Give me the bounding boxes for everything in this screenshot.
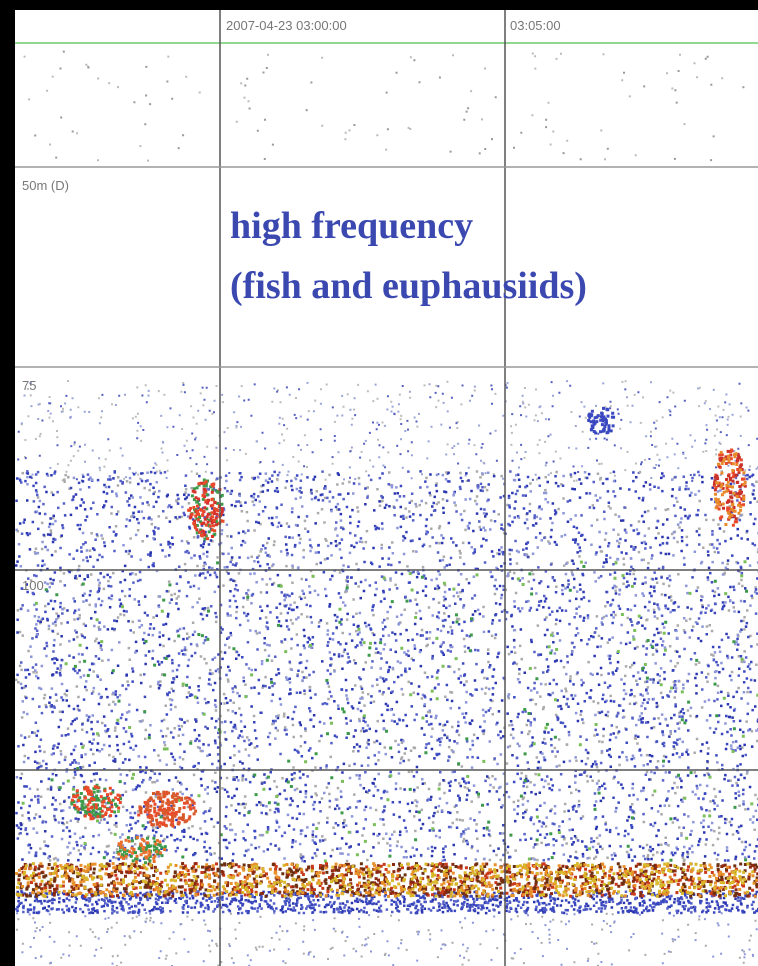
page: 2007-04-23 03:00:00 03:05:00 50m (D) 75 … bbox=[0, 0, 758, 966]
time-label: 03:05:00 bbox=[510, 18, 561, 33]
depth-label: 100 bbox=[22, 578, 44, 593]
echogram-background bbox=[15, 10, 758, 966]
depth-label: 50m (D) bbox=[22, 178, 69, 193]
annotation: high frequency bbox=[230, 205, 473, 247]
depth-label: 75 bbox=[22, 378, 36, 393]
annotation: (fish and euphausiids) bbox=[230, 265, 587, 307]
echogram: 2007-04-23 03:00:00 03:05:00 50m (D) 75 … bbox=[0, 0, 758, 966]
time-label: 2007-04-23 03:00:00 bbox=[226, 18, 347, 33]
